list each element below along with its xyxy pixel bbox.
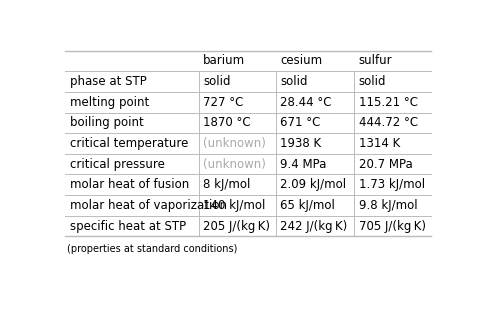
Text: 1870 °C: 1870 °C — [203, 116, 251, 129]
Text: 242 J/(kg K): 242 J/(kg K) — [280, 219, 347, 232]
Text: (unknown): (unknown) — [203, 158, 266, 171]
Text: cesium: cesium — [280, 54, 322, 67]
Text: melting point: melting point — [70, 96, 149, 109]
Text: 9.8 kJ/mol: 9.8 kJ/mol — [359, 199, 417, 212]
Text: 28.44 °C: 28.44 °C — [280, 96, 332, 109]
Text: 1314 K: 1314 K — [359, 137, 400, 150]
Text: 1938 K: 1938 K — [280, 137, 321, 150]
Text: sulfur: sulfur — [359, 54, 393, 67]
Text: phase at STP: phase at STP — [70, 75, 146, 88]
Text: molar heat of vaporization: molar heat of vaporization — [70, 199, 227, 212]
Text: 115.21 °C: 115.21 °C — [359, 96, 418, 109]
Text: 140 kJ/mol: 140 kJ/mol — [203, 199, 266, 212]
Text: (unknown): (unknown) — [203, 137, 266, 150]
Text: 1.73 kJ/mol: 1.73 kJ/mol — [359, 178, 425, 191]
Text: 727 °C: 727 °C — [203, 96, 243, 109]
Text: 20.7 MPa: 20.7 MPa — [359, 158, 412, 171]
Text: critical pressure: critical pressure — [70, 158, 165, 171]
Text: solid: solid — [203, 75, 231, 88]
Text: 444.72 °C: 444.72 °C — [359, 116, 418, 129]
Text: barium: barium — [203, 54, 245, 67]
Text: 8 kJ/mol: 8 kJ/mol — [203, 178, 251, 191]
Text: specific heat at STP: specific heat at STP — [70, 219, 186, 232]
Text: 2.09 kJ/mol: 2.09 kJ/mol — [280, 178, 346, 191]
Text: (properties at standard conditions): (properties at standard conditions) — [67, 244, 237, 254]
Text: boiling point: boiling point — [70, 116, 143, 129]
Text: 9.4 MPa: 9.4 MPa — [280, 158, 326, 171]
Text: 205 J/(kg K): 205 J/(kg K) — [203, 219, 270, 232]
Text: 705 J/(kg K): 705 J/(kg K) — [359, 219, 426, 232]
Text: molar heat of fusion: molar heat of fusion — [70, 178, 189, 191]
Text: 671 °C: 671 °C — [280, 116, 320, 129]
Text: solid: solid — [359, 75, 386, 88]
Text: 65 kJ/mol: 65 kJ/mol — [280, 199, 335, 212]
Text: critical temperature: critical temperature — [70, 137, 188, 150]
Text: solid: solid — [280, 75, 307, 88]
